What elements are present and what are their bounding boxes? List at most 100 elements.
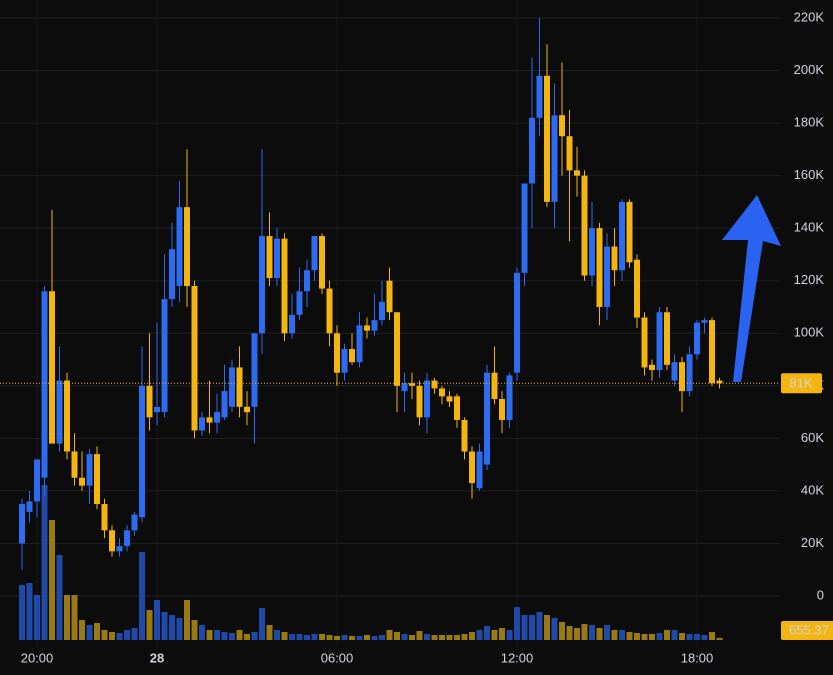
volume-bar [596, 628, 603, 640]
candle-body [319, 236, 325, 289]
volume-bar [401, 633, 408, 640]
volume-bar [206, 629, 213, 640]
candle-body [634, 259, 640, 318]
x-tick-label: 28 [150, 650, 164, 665]
candle-body [514, 272, 520, 373]
candle-body [484, 372, 490, 465]
volume-bar [311, 633, 318, 640]
candle-body [566, 136, 573, 171]
volume-bar [416, 631, 423, 640]
volume-bar [169, 615, 175, 640]
candle-body [379, 301, 385, 321]
volume-bar [604, 624, 610, 640]
volume-bar [454, 635, 460, 640]
volume-bar [439, 635, 445, 640]
candle-body [611, 246, 618, 271]
candle-body [619, 201, 625, 271]
candle-body [506, 375, 513, 420]
volume-bar [319, 633, 325, 640]
candle-body [221, 391, 228, 418]
candle-body [581, 175, 588, 276]
candle-body [236, 367, 243, 407]
candle-body [79, 477, 85, 486]
volume-bar [184, 600, 190, 640]
volume-bar [244, 633, 250, 640]
volume-bar [424, 633, 430, 640]
candle-body [41, 291, 48, 478]
candle-body [431, 380, 438, 389]
volume-bar [116, 632, 123, 640]
candle-body [184, 207, 190, 286]
candle-body [349, 349, 355, 363]
volume-bar [491, 629, 498, 640]
candle-body [694, 322, 700, 355]
volume-bar [274, 629, 280, 640]
volume-bar [94, 623, 100, 640]
y-tick-label: 60K [801, 430, 824, 445]
volume-bar [154, 600, 160, 640]
volume-bar [19, 584, 25, 640]
volume-bar [266, 624, 273, 640]
candle-body [101, 504, 108, 531]
candle-body [304, 270, 310, 292]
volume-bar [289, 633, 295, 640]
price-label: 81K [789, 376, 812, 391]
candle-body [206, 417, 213, 423]
candle-body [409, 383, 415, 386]
volume-bar [334, 636, 340, 640]
candle-body [551, 115, 558, 202]
volume-bar [671, 629, 678, 640]
volume-bar [146, 609, 153, 640]
y-tick-label: 200K [794, 62, 825, 77]
candle-body [701, 320, 708, 323]
volume-bar [139, 552, 145, 640]
x-tick-label: 12:00 [501, 650, 534, 665]
volume-bar [709, 632, 715, 640]
candle-body [146, 385, 153, 418]
candle-body [244, 406, 250, 413]
volume-bar [131, 628, 138, 640]
volume-bar [656, 632, 663, 640]
volume-bar [161, 612, 168, 640]
candle-body [229, 367, 235, 407]
volume-bar [694, 633, 700, 640]
volume-bar [199, 624, 205, 640]
axes: 020K40K60K80K100K120K140K160K180K200K220… [0, 9, 833, 665]
candle-body [469, 451, 475, 484]
volume-bar [71, 595, 78, 640]
candle-body [664, 312, 670, 365]
candle-body [326, 288, 333, 334]
volume-bar [191, 620, 198, 640]
volume-pane [19, 484, 723, 640]
y-tick-label: 160K [794, 167, 825, 182]
volume-bar [626, 632, 633, 640]
volume-bar [619, 629, 625, 640]
candle-body [281, 238, 288, 334]
candle-body [266, 236, 273, 279]
candle-body [259, 236, 265, 334]
volume-bar [611, 629, 618, 640]
candle-body [49, 291, 55, 444]
candle-body [401, 383, 408, 392]
volume-bar [26, 583, 33, 640]
volume-bar [521, 615, 528, 640]
candle-body [214, 412, 220, 423]
candle-body [416, 385, 423, 418]
volume-bar [484, 625, 490, 640]
volume-bar [529, 615, 535, 640]
volume-bar [56, 555, 63, 640]
candle-body [139, 385, 145, 518]
y-tick-label: 140K [794, 220, 825, 235]
candle-body [71, 451, 78, 478]
candle-body [476, 451, 483, 489]
candle-body [191, 285, 198, 431]
candle-body [641, 317, 648, 368]
candle-body [56, 380, 63, 444]
candle-body [371, 320, 378, 331]
candle-body [679, 362, 685, 392]
volume-bar [364, 635, 370, 640]
volume-bar [304, 635, 310, 640]
candle-body [439, 388, 445, 397]
volume-bar [664, 629, 670, 640]
